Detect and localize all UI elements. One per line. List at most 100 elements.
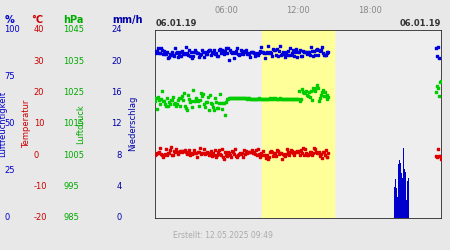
Point (267, 97, 274, 101)
Point (166, 102, 174, 106)
Point (305, 90, 312, 94)
Point (268, 150, 275, 154)
Point (211, 48, 218, 52)
Point (244, 150, 252, 154)
Point (303, 52, 310, 56)
Point (171, 149, 178, 153)
Point (311, 89, 318, 93)
Point (318, 45, 325, 49)
Point (311, 53, 318, 57)
Bar (435, 162, 436, 218)
Point (291, 50, 298, 54)
Point (246, 150, 253, 154)
Point (324, 50, 331, 54)
Point (216, 92, 224, 96)
Point (236, 96, 243, 100)
Point (322, 94, 329, 98)
Point (259, 97, 266, 101)
Point (161, 49, 168, 53)
Point (271, 48, 279, 52)
Point (275, 49, 282, 53)
Point (186, 100, 194, 104)
Point (279, 50, 286, 54)
Point (263, 152, 270, 156)
Point (184, 108, 191, 112)
Point (270, 96, 277, 100)
Point (247, 96, 254, 100)
Point (195, 55, 203, 59)
Text: 50: 50 (4, 119, 15, 128)
Point (174, 102, 181, 106)
Point (264, 96, 271, 100)
Point (156, 98, 163, 102)
Point (436, 94, 443, 98)
Text: 12:00: 12:00 (286, 6, 310, 15)
Point (197, 52, 204, 56)
Point (178, 150, 185, 154)
Point (259, 50, 266, 54)
Point (240, 49, 248, 53)
Point (158, 152, 165, 156)
Point (433, 84, 441, 88)
Point (270, 48, 277, 52)
Point (176, 50, 184, 54)
Point (322, 148, 329, 152)
Point (292, 97, 299, 101)
Point (217, 153, 225, 157)
Point (190, 99, 198, 103)
Point (225, 151, 233, 155)
Point (237, 152, 244, 156)
Point (181, 52, 189, 56)
Point (231, 51, 239, 55)
Point (250, 51, 257, 55)
Point (262, 156, 270, 160)
Point (307, 45, 314, 49)
Point (288, 149, 295, 153)
Point (194, 98, 201, 102)
Point (436, 154, 443, 158)
Point (250, 97, 257, 101)
Point (204, 151, 212, 155)
Point (310, 146, 317, 150)
Point (437, 79, 445, 83)
Point (181, 148, 189, 152)
Point (265, 156, 272, 160)
Point (273, 46, 280, 50)
Point (313, 47, 320, 51)
Point (185, 48, 193, 52)
Point (164, 50, 171, 54)
Point (158, 89, 166, 93)
Point (153, 51, 160, 55)
Point (257, 97, 265, 101)
Point (253, 97, 261, 101)
Point (246, 54, 253, 58)
Point (307, 150, 314, 154)
Point (178, 96, 185, 100)
Point (292, 47, 299, 51)
Bar (398, 164, 399, 218)
Point (269, 47, 276, 51)
Point (257, 151, 265, 155)
Point (250, 150, 257, 154)
Point (180, 98, 187, 102)
Point (325, 50, 332, 54)
Point (230, 96, 238, 100)
Point (317, 94, 324, 98)
Point (264, 158, 271, 162)
Point (283, 54, 290, 58)
Point (235, 96, 243, 100)
Point (198, 152, 205, 156)
Point (235, 152, 243, 156)
Point (266, 96, 273, 100)
Point (324, 155, 331, 159)
Point (157, 146, 164, 150)
Text: Luftfeuchtigkeit: Luftfeuchtigkeit (0, 91, 7, 157)
Point (213, 54, 220, 58)
Point (194, 99, 202, 103)
Point (214, 54, 221, 58)
Bar (408, 178, 409, 218)
Point (165, 104, 172, 108)
Point (301, 90, 308, 94)
Point (316, 49, 323, 53)
Point (156, 51, 163, 55)
